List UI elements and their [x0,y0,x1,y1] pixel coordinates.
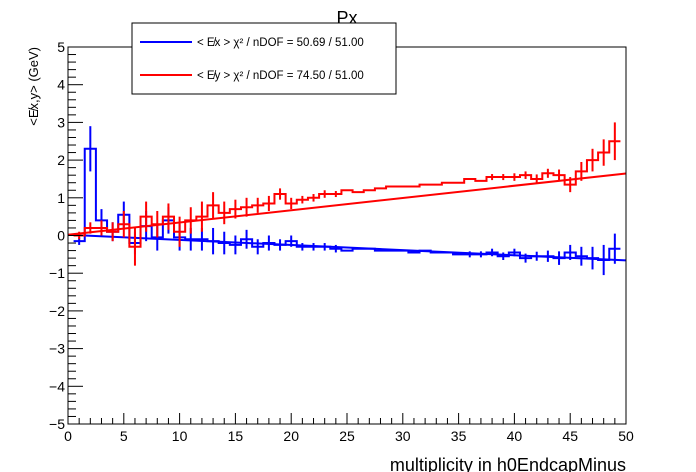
series-1 [67,122,627,266]
x-tick-label: 0 [64,428,72,444]
series-layer [67,122,627,276]
legend: < E̸x > χ² / nDOF = 50.69 / 51.00 < E̸y … [131,22,397,95]
x-tick-label: 30 [395,428,411,444]
x-axis-label: multiplicity in h0EndcapMinus [390,455,626,472]
series-1-histogram [73,140,621,248]
series-1-fit-line [67,172,627,236]
x-tick-label: 35 [451,428,467,444]
y-tick-label: −1 [49,265,65,281]
y-tick-label: 0 [57,228,65,244]
x-tick-label: 25 [339,428,355,444]
legend-box [131,22,397,95]
y-axis-label: <E̸x,y> (GeV) [26,47,41,126]
y-tick-label: 2 [57,152,65,168]
x-tick-label: 15 [228,428,244,444]
series-0-fit-line [67,233,627,262]
y-tick-label: −2 [49,303,65,319]
legend-label-ex: < E̸x > χ² / nDOF = 50.69 / 51.00 [197,37,364,49]
x-tick-label: 50 [618,428,634,444]
x-tick-label: 20 [283,428,299,444]
x-tick-label: 45 [562,428,578,444]
x-tick-label: 5 [120,428,128,444]
legend-label-ey: < E̸y > χ² / nDOF = 74.50 / 51.00 [197,70,364,82]
y-tick-label: −4 [49,378,65,394]
x-tick-label: 40 [507,428,523,444]
y-tick-label: 1 [57,190,65,206]
y-tick-label: 4 [57,77,65,93]
y-tick-label: −5 [49,416,65,432]
series-0 [67,126,627,276]
y-tick-label: 5 [57,39,65,55]
x-tick-label: 10 [172,428,188,444]
y-tick-label: 3 [57,114,65,130]
y-tick-label: −3 [49,341,65,357]
